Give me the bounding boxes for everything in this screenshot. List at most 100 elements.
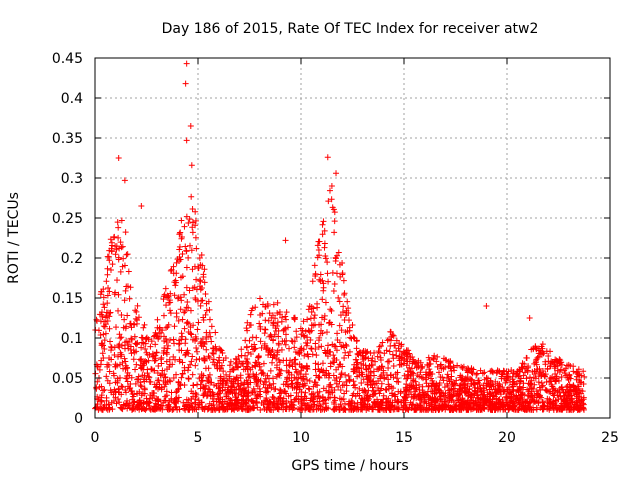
data-point <box>319 296 326 303</box>
data-point <box>492 404 499 411</box>
data-point <box>95 327 102 334</box>
data-point <box>341 354 348 361</box>
data-point <box>449 380 456 387</box>
data-point <box>277 394 284 401</box>
data-point <box>166 398 173 405</box>
data-point <box>331 401 338 408</box>
data-point <box>153 381 160 388</box>
data-point <box>154 369 161 376</box>
data-point <box>293 385 300 392</box>
data-point <box>189 219 196 226</box>
data-point <box>450 385 457 392</box>
data-point <box>196 283 203 290</box>
data-point <box>356 385 363 392</box>
data-point <box>253 381 260 388</box>
data-point <box>257 323 264 330</box>
data-point <box>530 385 537 392</box>
data-point <box>185 304 192 311</box>
data-points <box>92 60 588 413</box>
data-point <box>166 299 173 306</box>
data-point <box>335 294 342 301</box>
data-point <box>285 324 292 331</box>
data-point <box>185 254 192 261</box>
data-point <box>411 385 418 392</box>
data-point <box>379 339 386 346</box>
data-point <box>273 355 280 362</box>
data-point <box>258 344 265 351</box>
data-point <box>400 406 407 413</box>
x-tick-label: 5 <box>194 430 203 446</box>
data-point <box>168 266 175 273</box>
data-point <box>202 291 209 298</box>
data-point <box>338 371 345 378</box>
data-point <box>475 377 482 384</box>
data-point <box>425 383 432 390</box>
data-point <box>179 333 186 340</box>
data-point <box>483 380 490 387</box>
data-point <box>275 396 282 403</box>
data-point <box>536 384 543 391</box>
data-point <box>282 316 289 323</box>
data-point <box>516 405 523 412</box>
data-point <box>387 406 394 413</box>
data-point <box>249 397 256 404</box>
data-point <box>309 278 316 285</box>
data-point <box>134 405 141 412</box>
data-point <box>208 338 215 345</box>
data-point <box>198 297 205 304</box>
data-point <box>362 354 369 361</box>
data-point <box>437 361 444 368</box>
data-point <box>111 344 118 351</box>
data-point <box>309 351 316 358</box>
data-point <box>553 357 560 364</box>
data-point <box>140 400 147 407</box>
y-tick-label: 0.1 <box>61 331 83 347</box>
data-point <box>338 327 345 334</box>
data-point <box>254 392 261 399</box>
data-point <box>130 321 137 328</box>
data-point <box>96 384 103 391</box>
data-point <box>200 354 207 361</box>
data-point <box>578 379 585 386</box>
data-point <box>134 339 141 346</box>
data-point <box>253 398 260 405</box>
data-point <box>216 406 223 413</box>
data-point <box>330 406 337 413</box>
data-point <box>501 402 508 409</box>
data-point <box>303 376 310 383</box>
data-point <box>286 402 293 409</box>
data-point <box>398 361 405 368</box>
data-point <box>172 395 179 402</box>
data-point <box>471 387 478 394</box>
data-point <box>173 259 180 266</box>
data-point <box>128 336 135 343</box>
data-point <box>122 229 129 236</box>
data-point <box>543 378 550 385</box>
data-point <box>215 396 222 403</box>
data-point <box>181 325 188 332</box>
data-point <box>358 399 365 406</box>
data-point <box>524 386 531 393</box>
data-point <box>196 255 203 262</box>
data-point <box>189 266 196 273</box>
data-point <box>173 279 180 286</box>
data-point <box>342 349 349 356</box>
data-point <box>568 395 575 402</box>
data-point <box>269 354 276 361</box>
data-point <box>103 278 110 285</box>
data-point <box>535 379 542 386</box>
data-point <box>500 406 507 413</box>
data-point <box>266 310 273 317</box>
data-point <box>192 222 199 229</box>
data-point <box>288 399 295 406</box>
data-point <box>325 395 332 402</box>
data-point <box>241 389 248 396</box>
data-point <box>233 374 240 381</box>
data-point <box>478 396 485 403</box>
data-point <box>541 402 548 409</box>
data-point <box>380 369 387 376</box>
data-point <box>217 377 224 384</box>
data-point <box>316 276 323 283</box>
data-point <box>161 397 168 404</box>
data-point <box>296 351 303 358</box>
